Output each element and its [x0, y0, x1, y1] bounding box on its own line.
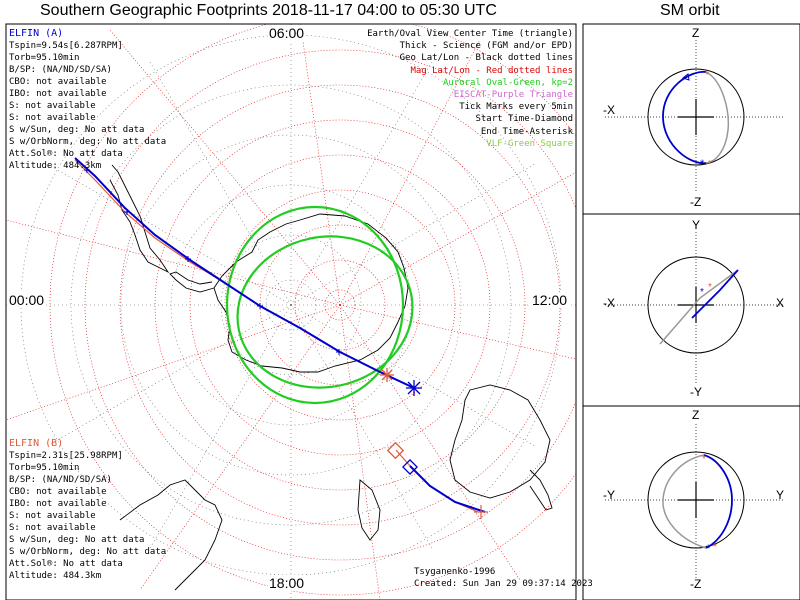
svg-text:*: *	[700, 158, 705, 170]
elfin-b-track-end	[474, 505, 488, 519]
australia-coastline	[449, 384, 551, 499]
orbit2-left-label: -X	[603, 296, 615, 310]
elfin-a-line: B/SP: (NA/ND/SD/SA)	[9, 65, 112, 75]
legend-item: EISCAT-Purple Triangle	[453, 90, 573, 101]
svg-text:*: *	[708, 159, 712, 170]
elfin-a-start-diamond	[402, 459, 418, 475]
orbit2-down-label: -Y	[690, 385, 702, 399]
africa-coastline	[119, 479, 223, 591]
orbit1-left-label: -X	[603, 103, 615, 117]
plot-title: Southern Geographic Footprints 2018-11-1…	[40, 2, 497, 19]
orbit3-up-label: Z	[692, 408, 700, 422]
elfin-b-info: ELFIN (B) Tspin=2.31s[25.98RPM] Torb=95.…	[9, 438, 166, 582]
svg-text:*: *	[705, 70, 709, 81]
elfin-b-line: Att.Sol®: No att data	[9, 559, 123, 569]
elfin-b-line: B/SP: (NA/ND/SD/SA)	[9, 475, 112, 485]
island-coastline	[357, 479, 381, 541]
legend-item: Mag Lat/Lon - Red dotted lines	[410, 65, 573, 76]
legend-item: Auroral Oval-Green, kp=2	[442, 77, 573, 88]
geo-lon-lines	[6, 24, 576, 600]
elfin-a-line: Tspin=9.54s[6.287RPM]	[9, 41, 123, 51]
legend-item: Tick Marks every 5min	[459, 102, 573, 113]
legend-item: End Time-Asterisk	[480, 126, 573, 137]
svg-text:*: *	[702, 454, 706, 465]
svg-text:*: *	[708, 282, 712, 293]
elfin-a-line: S w/OrbNorm, deg: No att data	[9, 137, 167, 147]
elfin-a-line: Altitude: 484.3km	[9, 161, 102, 171]
elfin-b-line: S: not available	[9, 511, 96, 521]
elfin-a-line: S w/Sun, deg: No att data	[9, 125, 145, 135]
clock-label-right: 12:00	[531, 292, 569, 308]
orbit3-right-label: Y	[776, 488, 785, 502]
elfin-a-ticks	[84, 167, 342, 355]
elfin-b-end-asterisk	[380, 368, 394, 382]
clock-label-bottom: 18:00	[268, 575, 306, 591]
elfin-a-name: ELFIN (A)	[9, 28, 64, 39]
elfin-a-line: S: not available	[9, 113, 96, 123]
legend-item: VLF-Green Square	[486, 138, 573, 149]
new-zealand-coastline	[529, 469, 553, 511]
orbit3-left-label: -Y	[603, 488, 615, 502]
elfin-b-line: CBO: not available	[9, 487, 107, 497]
orbit2-up-label: Y	[692, 218, 701, 232]
elfin-b-start-diamond	[386, 441, 405, 460]
auroral-oval-inner	[236, 235, 414, 389]
mag-lat-circles	[49, 24, 576, 596]
clock-label-top: 06:00	[268, 25, 306, 41]
legend-item: Earth/Oval View Center Time (triangle)	[367, 29, 573, 39]
legend-item: Start Time-Diamond	[475, 114, 573, 125]
created-label: Created: Sun Jan 29 09:37:14 2023	[414, 579, 593, 589]
orbit-title: SM orbit	[660, 2, 720, 19]
elfin-a-line: CBO: not available	[9, 77, 107, 87]
elfin-b-name: ELFIN (B)	[9, 438, 64, 449]
elfin-b-track	[409, 465, 486, 513]
orbit1-down-label: -Z	[690, 195, 702, 209]
elfin-a-line: S: not available	[9, 101, 96, 111]
elfin-b-line: Altitude: 484.3km	[9, 571, 102, 581]
orbit-panel-xz: * * *	[605, 40, 785, 192]
elfin-a-line: IBO: not available	[9, 89, 107, 99]
elfin-b-line: S w/OrbNorm, deg: No att data	[9, 547, 167, 557]
elfin-b-track-underlay	[395, 449, 479, 513]
svg-text:*: *	[713, 542, 717, 553]
antarctica-coastline	[213, 213, 409, 373]
orbit1-up-label: Z	[692, 26, 700, 40]
legend-item: Geo Lat/Lon - Black dotted lines	[399, 53, 573, 64]
elfin-a-line: Att.Sol®: No att data	[9, 149, 123, 159]
south-america-coastline	[109, 164, 170, 274]
elfin-a-end-asterisk	[406, 380, 422, 396]
mag-lon-lines	[6, 24, 576, 600]
elfin-a-track	[74, 157, 415, 389]
elfin-b-line: Tspin=2.31s[25.98RPM]	[9, 451, 123, 461]
model-label: Tsyganenko-1996	[414, 567, 496, 577]
clock-label-left: 00:00	[8, 292, 46, 308]
legend: Earth/Oval View Center Time (triangle) T…	[367, 28, 573, 150]
orbit-panel-xy: * *	[605, 232, 785, 384]
elfin-a-info: ELFIN (A) Tspin=9.54s[6.287RPM] Torb=95.…	[9, 28, 166, 172]
antarctic-peninsula	[169, 271, 215, 293]
elfin-a-line: Torb=95.10min	[9, 53, 80, 63]
orbit2-right-label: X	[776, 296, 785, 310]
orbit-panel-yz: * * *	[605, 424, 785, 580]
legend-item: Thick - Science (FGM and/or EPD)	[399, 41, 573, 52]
elfin-b-line: S: not available	[9, 523, 96, 533]
auroral-oval-outer	[225, 205, 405, 405]
svg-text:*: *	[706, 543, 711, 555]
elfin-b-line: S w/Sun, deg: No att data	[9, 535, 145, 545]
orbit3-down-label: -Z	[690, 577, 702, 591]
elfin-b-line: IBO: not available	[9, 499, 107, 509]
elfin-b-line: Torb=95.10min	[9, 463, 80, 473]
svg-text:*: *	[700, 287, 704, 298]
